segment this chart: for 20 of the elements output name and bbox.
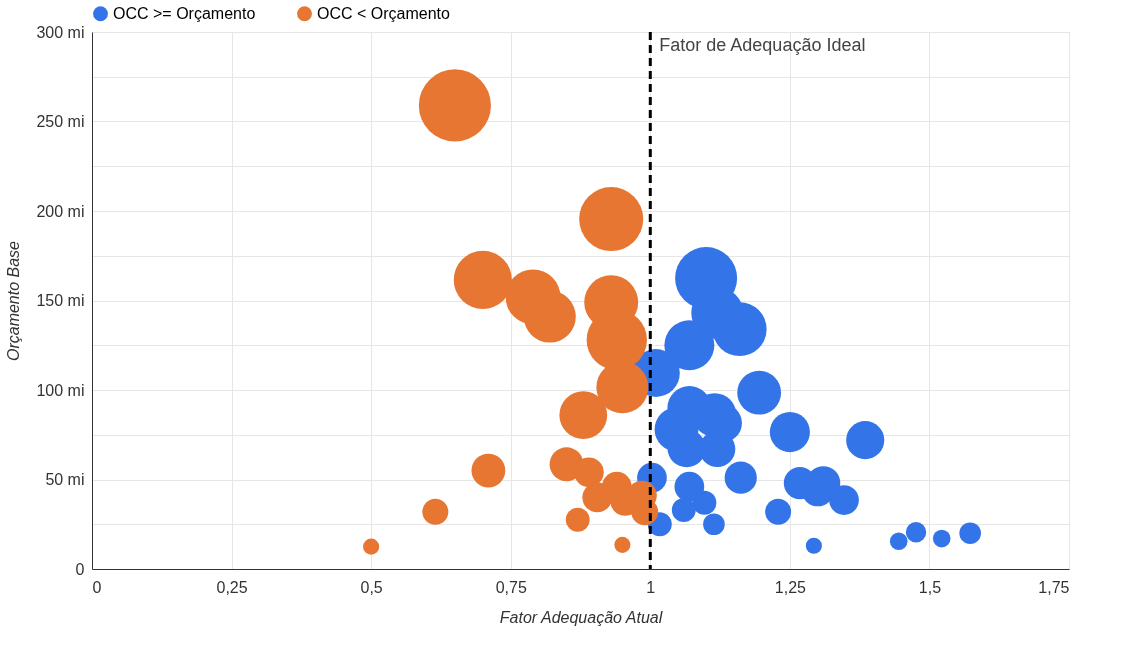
legend-label: OCC < Orçamento [317,4,451,22]
legend-label: OCC >= Orçamento [113,4,256,22]
y-tick-label: 250 mi [36,113,85,130]
x-tick-label: 0,5 [360,578,383,596]
x-axis-title: Fator Adequação Atual [499,608,663,626]
x-tick-label: 1,75 [1038,578,1070,596]
y-tick-label: 200 mi [36,202,85,220]
x-tick-label: 1,25 [774,578,807,596]
y-axis-title: Orçamento Base [5,240,23,362]
y-tick-label: 100 mi [36,381,85,399]
x-tick-label: 0 [92,578,102,596]
y-tick-label: 0 [75,560,85,578]
x-tick-label: 0,75 [495,578,527,596]
x-tick-label: 1,5 [918,578,942,596]
y-tick-label: 300 mi [36,23,85,41]
ref-line-label: Fator de Adequação Ideal [659,35,866,55]
x-tick-label: 1 [646,578,656,596]
y-tick-label: 50 mi [45,471,85,488]
y-tick-label: 150 mi [36,292,85,309]
x-tick-label: 0,25 [216,578,248,596]
